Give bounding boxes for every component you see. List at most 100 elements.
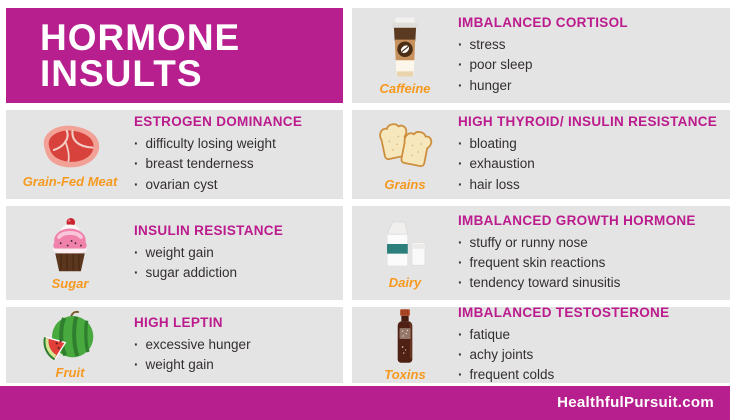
- card-heading: IMBALANCED GROWTH HORMONE: [458, 212, 696, 228]
- coffee-cup-icon: [391, 16, 419, 77]
- bullet-text: poor sleep: [469, 57, 533, 73]
- card-caffeine: Caffeine IMBALANCED CORTISOL · stress · poo…: [352, 8, 730, 103]
- bullet-dot-icon: ·: [134, 176, 139, 192]
- meat-icon-column: Grain-Fed Meat: [6, 121, 134, 189]
- bullet-text: achy joints: [469, 346, 534, 362]
- bullet-list: · stress · poor sleep · hunger: [458, 35, 724, 96]
- bullet-text: fatique: [469, 326, 511, 342]
- title-line-1: HORMONE: [40, 17, 241, 59]
- fruit-icon-column: Fruit: [6, 310, 134, 380]
- bullet-item: · exhaustion: [458, 154, 724, 174]
- bullet-dot-icon: ·: [134, 265, 139, 280]
- toxins-icon-column: Toxins: [352, 308, 458, 382]
- bullet-item: · fatique: [458, 325, 724, 345]
- bullet-item: · hair loss: [458, 175, 724, 195]
- fruit-text-column: HIGH LEPTIN · excessive hunger · weight gai…: [134, 315, 343, 376]
- bullet-dot-icon: ·: [134, 156, 139, 172]
- bullet-text: weight gain: [145, 244, 214, 260]
- bullet-text: tendency toward sinusitis: [469, 275, 621, 291]
- sugar-icon-column: Sugar: [6, 215, 134, 291]
- card-heading: IMBALANCED CORTISOL: [458, 15, 628, 31]
- bullet-list: · fatique · achy joints · frequent colds: [458, 325, 724, 386]
- bullet-text: breast tenderness: [145, 156, 254, 172]
- steak-icon: [43, 125, 100, 167]
- card-heading: HIGH LEPTIN: [134, 314, 223, 330]
- bullet-text: hunger: [469, 77, 512, 93]
- bullet-dot-icon: ·: [134, 336, 139, 352]
- bullet-item: · difficulty losing weight: [134, 134, 337, 154]
- food-label: Grains: [384, 176, 426, 192]
- bullet-dot-icon: ·: [458, 176, 463, 192]
- card-fruit: Fruit HIGH LEPTIN · excessive hunger · weig…: [6, 307, 343, 383]
- card-grains: Grains HIGH THYROID/ INSULIN RESISTANCE …: [352, 110, 730, 199]
- bullet-text: frequent colds: [469, 367, 555, 383]
- bullet-list: · difficulty losing weight · breast tendern…: [134, 134, 337, 195]
- bullet-dot-icon: ·: [458, 77, 463, 93]
- bullet-dot-icon: ·: [458, 57, 463, 73]
- food-label: Dairy: [388, 275, 422, 290]
- bullet-item: · sugar addiction: [134, 263, 337, 283]
- footer-site-text: HealthfulPursuit.com: [557, 394, 714, 411]
- bullet-text: hair loss: [469, 176, 520, 192]
- card-heading: IMBALANCED TESTOSTERONE: [458, 304, 670, 320]
- bullet-dot-icon: ·: [458, 234, 463, 250]
- bullet-item: · stress: [458, 35, 724, 55]
- bullet-dot-icon: ·: [134, 136, 139, 152]
- card-heading: INSULIN RESISTANCE: [134, 222, 284, 238]
- bullet-text: ovarian cyst: [145, 176, 218, 192]
- card-heading: ESTROGEN DOMINANCE: [134, 114, 303, 130]
- bullet-item: · breast tenderness: [134, 154, 337, 174]
- bullet-dot-icon: ·: [458, 367, 463, 383]
- footer-bar: HealthfulPursuit.com: [0, 386, 730, 420]
- bullet-text: sugar addiction: [145, 265, 238, 280]
- bullet-dot-icon: ·: [458, 326, 463, 342]
- bullet-item: · weight gain: [134, 243, 337, 263]
- bullet-item: · frequent colds: [458, 365, 724, 385]
- bullet-text: stuffy or runny nose: [469, 234, 588, 250]
- bullet-item: · poor sleep: [458, 55, 724, 75]
- toxin-bottle-icon: [397, 309, 413, 363]
- bullet-item: · frequent skin reactions: [458, 253, 724, 273]
- bullet-item: · ovarian cyst: [134, 175, 337, 195]
- bullet-list: · bloating · exhaustion · hair loss: [458, 134, 724, 195]
- bullet-dot-icon: ·: [458, 254, 463, 270]
- food-label: Fruit: [55, 365, 85, 380]
- bullet-text: exhaustion: [469, 156, 535, 172]
- bullet-text: frequent skin reactions: [469, 254, 606, 270]
- bullet-dot-icon: ·: [458, 37, 463, 53]
- food-label: Toxins: [384, 367, 426, 382]
- title-banner: HORMONE INSULTS: [6, 8, 343, 103]
- title-line-2: INSULTS: [40, 52, 203, 94]
- food-label: Grain-Fed Meat: [22, 173, 118, 189]
- dairy-text-column: IMBALANCED GROWTH HORMONE · stuffy or run…: [458, 213, 730, 294]
- bullet-item: · achy joints: [458, 345, 724, 365]
- caffeine-text-column: IMBALANCED CORTISOL · stress · poor sleep · h…: [458, 15, 730, 96]
- caffeine-icon-column: Caffeine: [352, 16, 458, 96]
- milk-carton-icon: [386, 221, 426, 267]
- card-heading: HIGH THYROID/ INSULIN RESISTANCE: [458, 114, 718, 130]
- bullet-dot-icon: ·: [458, 156, 463, 172]
- bullet-item: · hunger: [458, 76, 724, 96]
- card-toxins: Toxins IMBALANCED TESTOSTERONE · fatique ·…: [352, 304, 730, 386]
- bread-icon: [379, 122, 433, 167]
- bullet-list: · stuffy or runny nose · frequent skin reac…: [458, 233, 724, 294]
- bullet-dot-icon: ·: [134, 357, 139, 372]
- card-grain-fed-meat: Grain-Fed Meat ESTROGEN DOMINANCE · diffi…: [6, 110, 343, 199]
- food-label: Sugar: [51, 276, 89, 291]
- bullet-item: · weight gain: [134, 355, 337, 375]
- bullet-dot-icon: ·: [458, 275, 463, 291]
- bullet-text: excessive hunger: [145, 336, 251, 352]
- bullet-item: · stuffy or runny nose: [458, 233, 724, 253]
- bullet-dot-icon: ·: [134, 244, 139, 260]
- grains-icon-column: Grains: [352, 118, 458, 192]
- card-sugar: Sugar INSULIN RESISTANCE · weight gain · su…: [6, 206, 343, 300]
- sugar-text-column: INSULIN RESISTANCE · weight gain · sugar ad…: [134, 223, 343, 284]
- bullet-item: · bloating: [458, 134, 724, 154]
- bullet-text: difficulty losing weight: [145, 136, 276, 152]
- bullet-list: · weight gain · sugar addiction: [134, 243, 337, 284]
- bullet-item: · tendency toward sinusitis: [458, 273, 724, 293]
- dairy-icon-column: Dairy: [352, 216, 458, 290]
- meat-text-column: ESTROGEN DOMINANCE · difficulty losing we…: [134, 114, 343, 195]
- bullet-dot-icon: ·: [458, 136, 463, 152]
